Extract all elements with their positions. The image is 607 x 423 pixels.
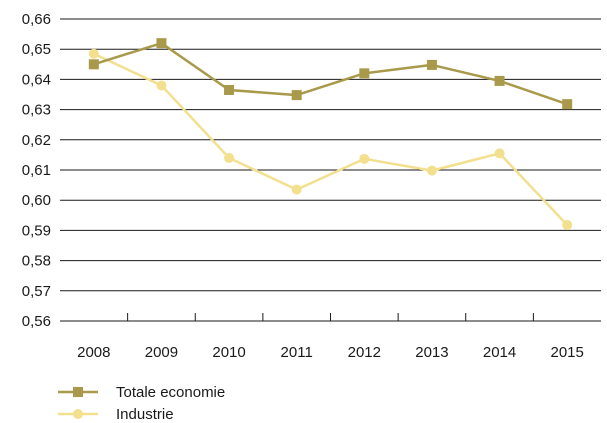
data-point xyxy=(426,165,437,176)
data-point xyxy=(291,184,302,195)
y-tick-label: 0,61 xyxy=(22,162,51,179)
legend-label: Totale economie xyxy=(116,384,225,401)
y-tick-label: 0,59 xyxy=(22,222,51,239)
legend-item: Industrie xyxy=(58,406,174,423)
y-tick-label: 0,62 xyxy=(22,132,51,149)
series-line xyxy=(93,52,569,226)
data-point xyxy=(156,80,167,91)
x-tick-label: 2010 xyxy=(212,344,245,361)
legend: Totale economie Industrie xyxy=(58,384,225,423)
y-tick-label: 0,64 xyxy=(22,71,51,88)
data-point xyxy=(494,148,505,159)
y-tick-label: 0,66 xyxy=(22,11,51,28)
data-point xyxy=(494,75,505,86)
x-tick-label: 2014 xyxy=(483,344,516,361)
legend-item: Totale economie xyxy=(58,384,225,401)
x-tick-label: 2013 xyxy=(415,344,448,361)
data-point xyxy=(224,84,235,95)
data-point xyxy=(156,38,167,49)
data-point xyxy=(291,90,302,101)
data-point xyxy=(224,152,235,163)
y-tick-label: 0,60 xyxy=(22,192,51,209)
x-axis: 2008 2009 2010 2011 2012 2013 2014 2015 xyxy=(77,313,584,361)
y-tick-label: 0,63 xyxy=(22,102,51,119)
series-industrie xyxy=(88,48,573,230)
y-axis: 0,56 0,57 0,58 0,59 0,60 0,61 0,62 0,63 0,64 0,65… xyxy=(22,11,51,330)
series-totale-economie xyxy=(88,38,573,110)
series-line xyxy=(93,41,568,106)
data-point xyxy=(426,59,437,70)
data-point xyxy=(359,68,370,79)
y-tick-label: 0,58 xyxy=(22,253,51,270)
data-point xyxy=(88,48,99,59)
data-point xyxy=(359,153,370,164)
y-tick-label: 0,65 xyxy=(22,41,51,58)
legend-marker-circle-icon xyxy=(73,409,83,419)
x-tick-label: 2015 xyxy=(551,344,584,361)
series-layer xyxy=(88,38,573,230)
x-tick-label: 2008 xyxy=(77,344,110,361)
data-point xyxy=(562,99,573,110)
legend-marker-square-icon xyxy=(73,387,83,397)
gridlines xyxy=(60,18,601,322)
data-point xyxy=(562,219,573,230)
x-tick-label: 2009 xyxy=(145,344,178,361)
y-tick-label: 0,56 xyxy=(22,313,51,330)
y-tick-label: 0,57 xyxy=(22,283,51,300)
legend-label: Industrie xyxy=(116,406,174,423)
data-point xyxy=(88,59,99,70)
x-tick-label: 2012 xyxy=(348,344,381,361)
x-tick-label: 2011 xyxy=(281,344,313,361)
